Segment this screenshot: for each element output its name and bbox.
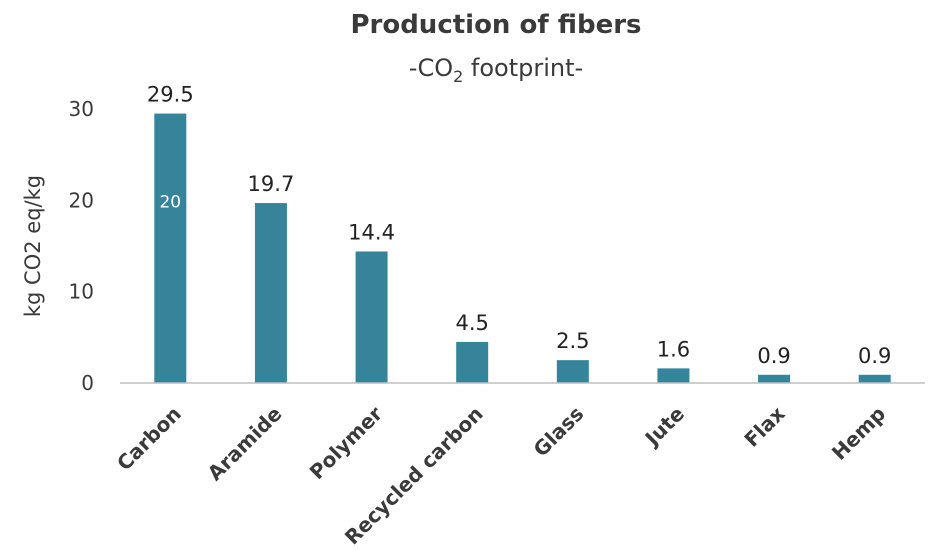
bar-polymer bbox=[355, 251, 388, 383]
y-axis-ticks: 0 10 20 30 bbox=[69, 97, 94, 395]
bar-flax bbox=[758, 374, 791, 383]
y-tick-label-3: 30 bbox=[69, 97, 94, 121]
data-label-carbon: 29.5 bbox=[147, 83, 194, 107]
chart-subtitle: -CO2 footprint- bbox=[409, 54, 583, 86]
bar-glass bbox=[556, 360, 589, 383]
chart-subtitle-prefix: -CO bbox=[409, 54, 453, 82]
data-label-glass: 2.5 bbox=[556, 329, 589, 353]
data-label-recycled-carbon: 4.5 bbox=[455, 311, 488, 335]
bar-carbon bbox=[154, 113, 187, 384]
y-tick-label-0: 0 bbox=[81, 371, 94, 395]
y-tick-label-1: 10 bbox=[69, 280, 94, 304]
bar-hemp bbox=[858, 374, 891, 383]
data-labels: 29.5 20 19.7 14.4 4.5 2.5 1.6 0.9 0.9 bbox=[147, 83, 891, 368]
inner-bar-label-carbon: 20 bbox=[159, 192, 181, 212]
chart-subtitle-subscript: 2 bbox=[453, 67, 463, 86]
bar-jute bbox=[657, 368, 690, 383]
y-tick-label-2: 20 bbox=[69, 188, 94, 212]
data-label-flax: 0.9 bbox=[757, 344, 790, 368]
x-tick-label-polymer: Polymer bbox=[305, 401, 388, 484]
data-label-aramide: 19.7 bbox=[248, 172, 295, 196]
y-axis-label: kg CO2 eq/kg bbox=[21, 175, 45, 317]
x-tick-label-hemp: Hemp bbox=[827, 402, 890, 465]
bar-aramide bbox=[254, 203, 287, 383]
chart-title: Production of fibers bbox=[350, 10, 641, 40]
bars bbox=[154, 113, 891, 384]
x-tick-label-carbon: Carbon bbox=[112, 402, 186, 476]
x-tick-label-jute: Jute bbox=[639, 402, 689, 452]
data-label-jute: 1.6 bbox=[657, 337, 690, 361]
x-tick-label-aramide: Aramide bbox=[203, 402, 287, 486]
x-tick-label-glass: Glass bbox=[529, 402, 589, 462]
x-tick-label-flax: Flax bbox=[739, 402, 789, 452]
data-label-polymer: 14.4 bbox=[348, 220, 395, 244]
data-label-hemp: 0.9 bbox=[858, 344, 891, 368]
chart-subtitle-suffix: footprint- bbox=[463, 54, 583, 82]
bar-recycled-carbon bbox=[456, 341, 489, 383]
